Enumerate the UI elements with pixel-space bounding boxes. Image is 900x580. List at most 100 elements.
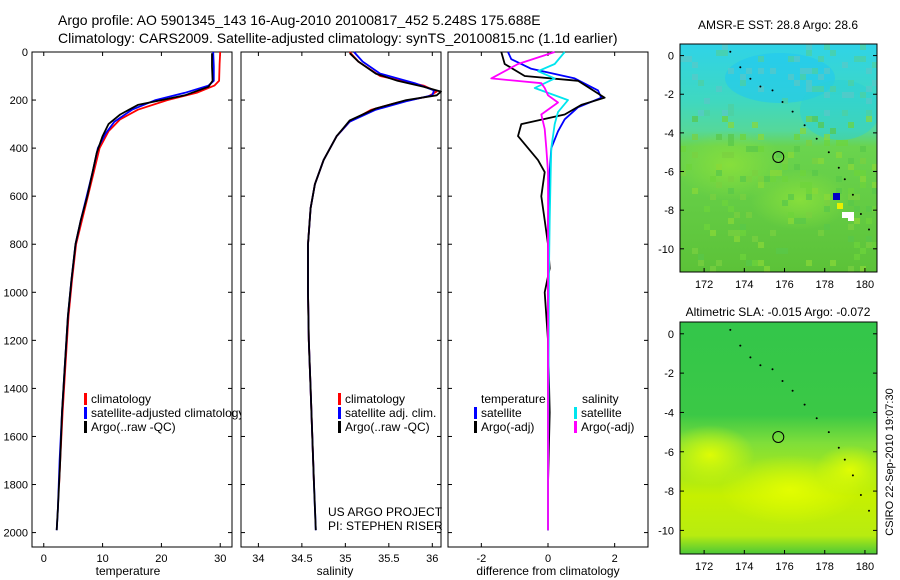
sst-pixel — [728, 188, 734, 194]
map-y-tick-label: 0 — [668, 51, 674, 63]
sst-pixel — [722, 200, 728, 206]
sst-pixel — [812, 188, 818, 194]
sst-pixel — [818, 230, 824, 236]
sst-pixel — [872, 62, 877, 68]
difference-legend: temperature satellite Argo(-adj) salinit… — [474, 392, 634, 434]
x-tick-label: -2 — [476, 553, 486, 565]
legend-swatch-argo — [338, 421, 341, 433]
sst-pixel — [800, 170, 806, 176]
sst-pixel — [692, 62, 698, 68]
sst-pixel — [812, 170, 818, 176]
float-track-point — [859, 494, 862, 496]
sst-pixel — [704, 206, 710, 212]
sst-pixel — [794, 80, 800, 86]
sst-pixel — [746, 176, 752, 182]
sst-pixel — [860, 170, 866, 176]
sst-pixel — [872, 206, 877, 212]
series-line-salinity-argo-adj- — [490, 51, 559, 531]
sst-pixel — [788, 218, 794, 224]
sst-pixel — [788, 56, 794, 62]
sst-pixel — [698, 260, 704, 266]
sst-pixel — [728, 152, 734, 158]
sst-pixel — [824, 68, 830, 74]
legend-argo: Argo(..raw -QC) — [91, 420, 176, 434]
sst-pixel — [770, 176, 776, 182]
sst-pixel — [782, 176, 788, 182]
sst-pixel — [728, 230, 734, 236]
header-line-2: Climatology: CARS2009. Satellite-adjuste… — [58, 30, 618, 46]
float-track-point — [781, 380, 784, 382]
sst-pixel — [860, 158, 866, 164]
x-tick-label: 2 — [612, 553, 618, 565]
x-tick-label: 0 — [41, 553, 47, 565]
sst-pixel — [692, 152, 698, 158]
legend-salinity-title: salinity — [582, 392, 619, 406]
sst-pixel — [734, 212, 740, 218]
sst-pixel — [866, 206, 872, 212]
float-track-point — [827, 431, 830, 434]
difference-xlabel: difference from climatology — [476, 564, 619, 578]
sst-pixel — [824, 134, 830, 140]
sst-pixel — [728, 110, 734, 116]
sst-pixel — [716, 50, 722, 56]
float-track-point — [843, 178, 846, 181]
sst-pixel — [794, 164, 800, 170]
sst-pixel — [692, 248, 698, 254]
sst-pixel — [836, 152, 842, 158]
y-tick-label: 1600 — [4, 431, 28, 443]
float-track-point — [868, 509, 870, 512]
y-tick-label: 400 — [10, 143, 28, 155]
sst-pixel — [740, 194, 746, 200]
sst-pixel — [728, 68, 734, 74]
map-x-tick-label: 180 — [856, 561, 874, 573]
sst-pixel — [740, 224, 746, 230]
sst-pixel — [722, 50, 728, 56]
sst-pixel — [794, 218, 800, 224]
sst-pixel — [848, 266, 854, 272]
sst-pixel — [680, 146, 686, 152]
sst-pixel — [740, 254, 746, 260]
sst-pixel — [788, 152, 794, 158]
temperature-axes — [31, 51, 233, 548]
sst-map-frame — [679, 43, 878, 273]
sst-pixel — [686, 164, 692, 170]
sst-pixel — [860, 248, 866, 254]
sst-map-field — [680, 44, 877, 272]
sst-map-panel: AMSR-E SST: 28.8 Argo: 28.6 172 174 176 178… — [658, 18, 878, 291]
sst-pixel — [776, 248, 782, 254]
legend-swatch-climatology — [338, 393, 341, 405]
sla-map-frame — [679, 321, 878, 555]
x-tick-label: 20 — [155, 553, 167, 565]
sst-pixel — [866, 236, 872, 242]
x-tick-label: 10 — [96, 553, 108, 565]
float-track-point — [837, 446, 840, 449]
sst-pixel — [848, 236, 854, 242]
sst-pixel — [830, 50, 836, 56]
sst-pixel — [848, 164, 854, 170]
temperature-xlabel: temperature — [96, 564, 161, 578]
sst-pixel — [770, 68, 776, 74]
legend-temp-argo: Argo(-adj) — [481, 420, 534, 434]
sst-map-title: AMSR-E SST: 28.8 Argo: 28.6 — [698, 18, 858, 32]
float-track-point — [843, 458, 846, 461]
float-track-point — [739, 344, 742, 347]
sst-pixel — [788, 74, 794, 80]
map-x-tick-label: 172 — [695, 279, 713, 291]
float-track-point — [791, 389, 794, 392]
sst-pixel — [764, 266, 770, 272]
sst-pixel — [848, 200, 854, 206]
float-track-point — [781, 101, 784, 103]
sst-pixel — [758, 68, 764, 74]
legend-swatch-sal-argo — [574, 421, 577, 433]
legend-sal-satellite: satellite — [581, 406, 622, 420]
sst-pixel — [800, 128, 806, 134]
legend-swatch-temp-argo — [474, 421, 477, 433]
sst-pixel — [770, 230, 776, 236]
legend-climatology: climatology — [91, 392, 151, 406]
sst-pixel — [740, 74, 746, 80]
sst-pixel — [782, 152, 788, 158]
float-track-point — [815, 137, 818, 140]
legend-swatch-climatology — [84, 393, 87, 405]
sst-pixel — [782, 200, 788, 206]
sst-pixel — [728, 122, 734, 128]
